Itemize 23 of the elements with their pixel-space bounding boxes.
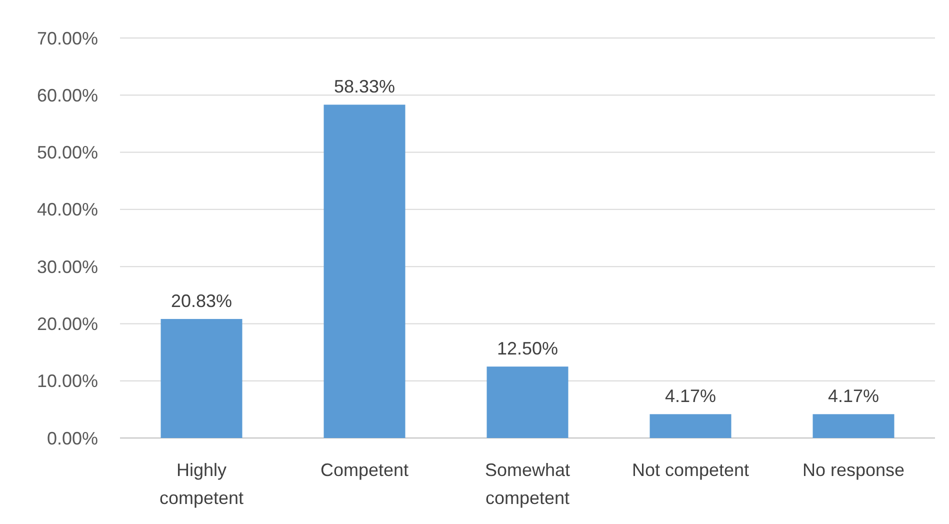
y-tick-label: 50.00%	[36, 142, 98, 163]
data-label: 58.33%	[334, 76, 396, 97]
y-tick-label: 70.00%	[36, 28, 98, 48]
x-tick-label: No response	[802, 460, 905, 480]
y-tick-label: 30.00%	[36, 256, 98, 277]
x-tick-label: Highly competent	[159, 460, 244, 508]
x-tick-label: Not competent	[632, 460, 750, 480]
bar	[486, 366, 568, 438]
y-tick-label: 40.00%	[36, 200, 98, 220]
data-label: 20.83%	[170, 290, 232, 311]
data-label: 4.17%	[828, 386, 880, 406]
bar	[812, 414, 894, 438]
y-tick-label: 10.00%	[36, 371, 98, 392]
data-label: 4.17%	[664, 386, 716, 406]
data-label: 12.50%	[496, 338, 558, 359]
bar	[160, 318, 242, 438]
bar	[650, 414, 732, 438]
bar	[324, 104, 406, 438]
y-tick-label: 0.00%	[46, 428, 98, 448]
y-tick-label: 60.00%	[36, 85, 98, 106]
y-tick-label: 20.00%	[36, 314, 98, 334]
x-tick-label: Competent	[320, 460, 409, 480]
x-tick-label: Somewhat competent	[484, 460, 570, 508]
